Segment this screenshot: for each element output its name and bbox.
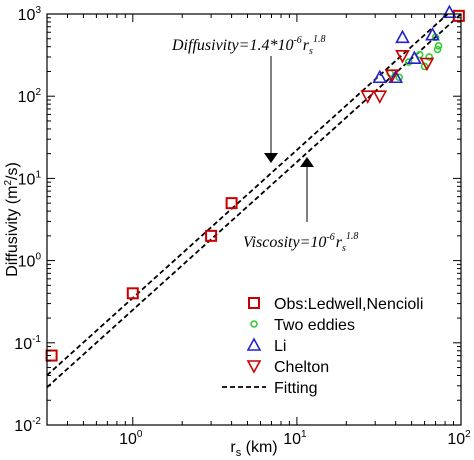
- data-point-circle: [425, 53, 433, 61]
- annotations: Diffusivity=1.4*10-6rs1.8 Viscosity=10-6r…: [171, 34, 358, 254]
- legend: Obs:Ledwell,Nencioli Two eddies Li Chelton F…: [222, 296, 423, 397]
- legend-label: Two eddies: [274, 317, 355, 334]
- legend-label: Li: [274, 338, 286, 355]
- data-point-circle: [434, 42, 443, 50]
- y-tick-label: 10-1: [14, 334, 41, 353]
- data-point-triangle-down: [372, 90, 388, 104]
- data-point-triangle-up: [425, 27, 440, 41]
- x-tick-label: 101: [283, 429, 307, 448]
- axis-ticks: [46, 13, 462, 426]
- x-tick-label: 102: [447, 429, 471, 448]
- y-tick-label: 10-2: [14, 416, 41, 435]
- y-tick-label: 103: [18, 5, 42, 24]
- plot-frame: [46, 13, 462, 426]
- fit-lines: [47, 14, 461, 388]
- data-point-triangle-down: [360, 90, 376, 104]
- legend-marker-square: [248, 297, 260, 309]
- y-tick-label: 100: [18, 252, 42, 271]
- x-axis-label: rs (km): [230, 439, 277, 459]
- legend-label: Obs:Ledwell,Nencioli: [274, 296, 423, 313]
- data-point-circle: [415, 50, 424, 59]
- data-point-square: [126, 287, 139, 300]
- data-point-circle: [395, 73, 403, 82]
- x-tick-label: 100: [119, 429, 143, 448]
- data-point-square: [225, 197, 238, 210]
- fit-line: [47, 14, 450, 376]
- data-point-triangle-down: [384, 69, 400, 83]
- data-point-triangle-up: [442, 4, 457, 19]
- data-point-triangle-up: [395, 29, 410, 44]
- legend-label: Chelton: [274, 359, 329, 376]
- data-points: [45, 4, 465, 362]
- data-point-triangle-up: [388, 69, 404, 84]
- y-tick-label: 102: [18, 87, 42, 106]
- legend-marker-triangle-up: [246, 337, 262, 351]
- y-tick-label: 101: [18, 169, 42, 188]
- data-point-circle: [404, 58, 413, 66]
- legend-label: Fitting: [274, 380, 318, 397]
- data-point-triangle-down: [395, 50, 410, 64]
- data-point-triangle-up: [372, 69, 388, 84]
- data-point-square: [205, 229, 218, 242]
- annotation-diffusivity: Diffusivity=1.4*10-6rs1.8: [171, 34, 325, 57]
- annotation-viscosity: Viscosity=10-6rs1.8: [243, 231, 358, 254]
- data-point-triangle-down: [419, 57, 435, 72]
- legend-marker-triangle-down: [246, 360, 262, 374]
- legend-marker-circle: [250, 320, 258, 328]
- data-point-circle: [420, 62, 429, 71]
- data-point-circle: [433, 45, 442, 54]
- y-axis-label: Diffusivity (m2/s): [3, 162, 21, 277]
- data-point-triangle-up: [407, 50, 422, 64]
